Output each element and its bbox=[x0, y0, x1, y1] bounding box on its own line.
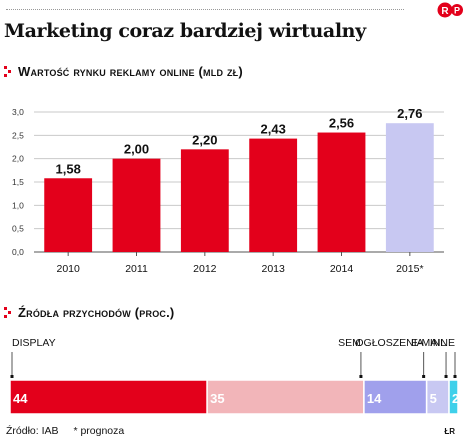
x-tick-label: 2010 bbox=[56, 263, 80, 275]
leader-end-marker bbox=[444, 375, 448, 378]
y-tick-label: 2,0 bbox=[12, 154, 24, 164]
x-tick-label: 2014 bbox=[330, 263, 354, 275]
bar-value-label: 2,00 bbox=[124, 142, 149, 157]
segment-value-label: 5 bbox=[430, 391, 437, 406]
footer-source: Źródło: IAB * prognoza bbox=[6, 425, 124, 437]
section-title-market-value: Wartość rynku reklamy online (mld zł) bbox=[18, 64, 243, 79]
x-tick-label: 2015* bbox=[396, 263, 423, 275]
x-tick-label: 2012 bbox=[193, 263, 217, 275]
leader-end-marker bbox=[422, 375, 426, 378]
section-title-revenue-sources: Źródła przychodów (proc.) bbox=[18, 305, 175, 320]
leader-end-marker bbox=[359, 375, 363, 378]
svg-text:P: P bbox=[454, 6, 460, 16]
bar bbox=[112, 158, 161, 252]
bar-value-label: 2,56 bbox=[329, 116, 354, 131]
segment-value-label: 44 bbox=[13, 391, 28, 406]
stack-segment bbox=[448, 379, 459, 415]
stack-segment bbox=[9, 379, 208, 415]
revenue-sources-stacked-bar: 44 DISPLAY 35 SEM 14 OGŁOSZENIA 5 E-MAIL 2 INNE bbox=[9, 337, 459, 415]
stack-segment bbox=[206, 379, 365, 415]
category-label: SEM bbox=[338, 337, 361, 349]
page-title: Marketing coraz bardziej wirtualny bbox=[4, 20, 366, 42]
category-label: E-MAIL bbox=[411, 337, 446, 349]
bar bbox=[249, 138, 298, 252]
publisher-logo: R P bbox=[437, 2, 463, 18]
bar bbox=[385, 123, 434, 252]
y-tick-label: 0,5 bbox=[12, 224, 24, 234]
leader-end-marker bbox=[453, 375, 457, 378]
segment-value-label: 14 bbox=[367, 391, 382, 406]
top-divider bbox=[6, 9, 404, 10]
y-tick-label: 3,0 bbox=[12, 107, 24, 117]
x-tick-label: 2011 bbox=[125, 263, 148, 275]
stack-segment bbox=[363, 379, 428, 415]
leader-end-marker bbox=[10, 375, 14, 378]
y-tick-label: 1,0 bbox=[12, 200, 24, 210]
bar-value-label: 2,20 bbox=[192, 132, 217, 147]
y-tick-label: 1,5 bbox=[12, 177, 24, 187]
category-label: INNE bbox=[430, 337, 455, 349]
svg-text:R: R bbox=[441, 6, 449, 17]
bar-value-label: 2,76 bbox=[397, 106, 422, 121]
category-label: DISPLAY bbox=[12, 337, 56, 349]
segment-value-label: 35 bbox=[210, 391, 224, 406]
x-tick-label: 2013 bbox=[261, 263, 285, 275]
bar bbox=[317, 132, 366, 252]
segment-value-label: 2 bbox=[452, 391, 459, 406]
bar bbox=[44, 178, 93, 252]
source-text: Źródło: IAB bbox=[6, 425, 59, 437]
section-bullet-icon bbox=[4, 307, 11, 318]
market-value-bar-chart: 0,0 0,5 1,0 1,5 2,0 2,5 3,0 1,58 2010 2,00 2011 2,2… bbox=[12, 106, 444, 275]
author-credit: ŁR bbox=[444, 427, 455, 436]
section-bullet-icon bbox=[4, 66, 11, 77]
bar bbox=[180, 149, 229, 252]
bar-value-label: 1,58 bbox=[56, 161, 81, 176]
bar-value-label: 2,43 bbox=[261, 122, 286, 137]
forecast-note: * prognoza bbox=[73, 425, 125, 437]
y-tick-label: 2,5 bbox=[12, 130, 24, 140]
category-label: OGŁOSZENIA bbox=[355, 337, 423, 349]
y-tick-label: 0,0 bbox=[12, 247, 24, 257]
